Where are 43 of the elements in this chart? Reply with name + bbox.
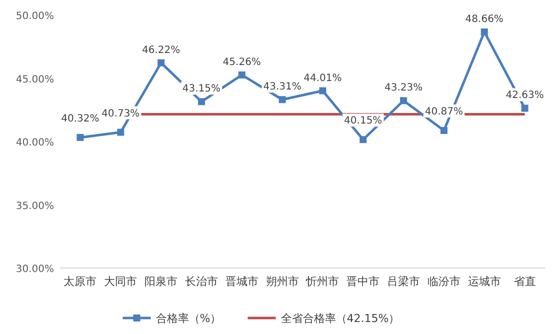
point [480,28,488,36]
data-label: 40.73% [102,108,140,120]
point [521,104,528,112]
y-tick-label: 45.00% [16,74,54,86]
point [238,71,246,78]
legend-label: 合格率（%） [156,312,222,325]
point [360,136,367,144]
y-tick-label: 35.00% [16,200,54,212]
point [117,128,124,136]
data-label: 43.15% [182,84,221,95]
point [400,97,408,104]
data-label: 43.31% [263,82,302,93]
point [76,134,84,141]
data-label: 40.15% [344,116,382,127]
x-tick-label: 运城市 [468,275,501,288]
y-tick-label: 50.00% [16,11,54,22]
y-tick-label: 30.00% [16,264,54,275]
x-tick-label: 太原市 [64,275,97,288]
point [319,87,326,94]
x-tick-label: 吕梁市 [387,275,420,288]
data-label: 40.32% [61,113,100,124]
data-label: 42.63% [506,90,544,102]
data-label: 48.66% [465,14,504,25]
x-tick-label: 朔州市 [266,275,299,288]
data-label: 45.26% [222,56,261,68]
data-label: 43.23% [384,82,423,94]
point [278,96,286,104]
x-tick-label: 忻州市 [305,275,340,288]
x-tick-label: 晋中市 [346,275,380,288]
data-label: 40.87% [424,106,464,118]
x-tick-label: 临汾市 [427,275,460,288]
x-tick-label: 省直 [514,275,536,288]
x-tick-label: 晋城市 [225,275,258,288]
point [158,59,165,66]
point [198,98,205,106]
y-tick-label: 40.00% [16,138,54,148]
x-tick-label: 长治市 [184,275,218,288]
x-tick-label: 大同市 [104,275,138,288]
data-label: 44.01% [304,72,342,84]
legend-label: 全省合格率（42.15%） [280,312,400,325]
x-tick-label: 阳泉市 [144,275,178,288]
point [440,126,448,134]
data-label: 46.22% [142,44,180,56]
